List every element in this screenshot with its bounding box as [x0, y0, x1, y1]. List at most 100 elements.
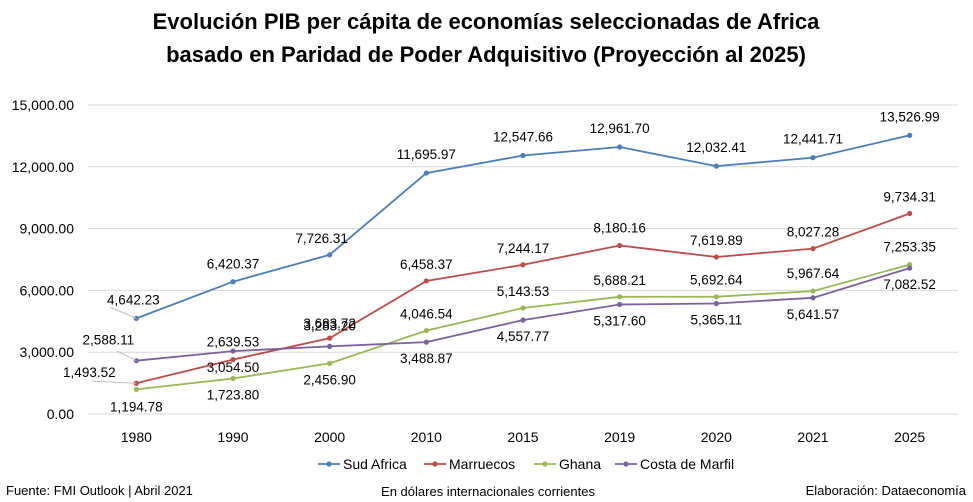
data-label: 3,054.50: [207, 360, 260, 375]
data-label: 7,253.35: [883, 240, 936, 255]
data-label: 11,695.97: [397, 147, 456, 162]
data-label: 5,365.11: [691, 312, 743, 327]
data-label: 1,194.78: [110, 399, 163, 414]
y-tick-label: 9,000.00: [20, 221, 75, 237]
data-label: 5,692.64: [690, 273, 743, 288]
chart-subtitle: basado en Paridad de Poder Adquisitivo (…: [166, 42, 806, 67]
data-label: 5,317.60: [593, 313, 646, 328]
data-point: [713, 300, 719, 307]
legend-marker: [542, 461, 548, 467]
label-leader-line: [116, 350, 137, 362]
data-point: [617, 242, 623, 249]
data-point: [907, 265, 913, 271]
legend-marker: [326, 461, 332, 467]
source-note: Fuente: FMI Outlook | Abril 2021: [6, 483, 193, 498]
y-tick-label: 6,000.00: [20, 282, 75, 298]
data-point: [230, 279, 236, 285]
data-label: 12,961.70: [590, 121, 650, 136]
data-point: [520, 262, 526, 268]
data-point: [617, 301, 623, 308]
data-point: [810, 295, 816, 301]
data-label: 12,441.71: [783, 132, 843, 147]
y-tick-label: 0.00: [47, 406, 74, 422]
data-point: [810, 155, 816, 161]
data-point: [423, 339, 429, 345]
series-lines: [133, 132, 913, 392]
x-tick-label: 1980: [121, 429, 152, 445]
data-point: [423, 170, 429, 176]
data-label: 4,557.77: [497, 329, 550, 344]
data-point: [520, 152, 526, 159]
data-point: [810, 288, 816, 294]
y-tick-label: 15,000.00: [12, 97, 74, 113]
data-label: 13,526.99: [880, 109, 940, 124]
data-point: [133, 386, 139, 392]
legend-marker: [623, 461, 629, 467]
x-tick-label: 2015: [507, 429, 538, 445]
data-label: 6,420.37: [207, 257, 260, 272]
data-point: [327, 335, 333, 341]
data-point: [327, 360, 333, 366]
label-leader-line: [92, 380, 137, 384]
data-label: 5,967.64: [787, 266, 840, 281]
x-tick-label: 2021: [797, 429, 828, 445]
data-label: 7,726.31: [295, 231, 348, 246]
data-point: [713, 254, 719, 260]
legend-label: Costa de Marfil: [640, 456, 734, 472]
data-point: [327, 252, 333, 258]
data-point: [327, 343, 333, 349]
data-label: 2,456.90: [303, 372, 356, 387]
y-tick-label: 12,000.00: [12, 159, 74, 175]
data-point: [907, 210, 913, 217]
data-label: 5,641.57: [787, 307, 840, 322]
y-tick-label: 3,000.00: [20, 344, 75, 360]
legend-marker: [432, 461, 438, 467]
data-label: 7,619.89: [690, 233, 743, 248]
data-point: [617, 294, 623, 300]
credit-note: Elaboración: Dataeconomía: [806, 483, 967, 498]
legend: Sud Africa Marruecos Ghana Costa de Marfil: [318, 456, 734, 472]
legend-label: Sud Africa: [343, 456, 407, 472]
data-label: 7,082.52: [883, 277, 936, 292]
data-label: 5,688.21: [593, 273, 646, 288]
chart-title: Evolución PIB per cápita de economías se…: [153, 9, 821, 34]
data-point: [230, 357, 236, 363]
data-label: 5,143.53: [497, 284, 550, 299]
data-point: [713, 294, 719, 300]
data-point: [423, 328, 429, 334]
data-label: 1,723.80: [207, 387, 260, 402]
data-label: 4,642.23: [107, 292, 160, 307]
units-note: En dólares internacionales corrientes: [381, 484, 595, 499]
x-axis-ticks: 1980 1990 2000 2010 2015 2019 2020 2021 2025: [121, 429, 926, 445]
data-label: 1,493.52: [63, 365, 116, 380]
data-point: [230, 348, 236, 354]
data-point: [617, 144, 623, 150]
x-tick-label: 2020: [701, 429, 732, 445]
x-tick-label: 2019: [604, 429, 635, 445]
y-axis-ticks: 0.00 3,000.00 6,000.00 9,000.00 12,000.00 15,…: [12, 97, 75, 422]
data-label: 12,547.66: [493, 130, 553, 145]
data-point: [520, 317, 526, 323]
data-label: 3,283.20: [303, 318, 356, 333]
x-tick-label: 2010: [411, 429, 442, 445]
data-label: 2,639.53: [207, 335, 260, 350]
legend-label: Ghana: [559, 456, 601, 472]
legend-label: Marruecos: [449, 456, 515, 472]
x-tick-label: 2025: [894, 429, 925, 445]
data-label: 9,734.31: [883, 189, 936, 204]
data-labels: 4,642.23 6,420.37 7,726.31 11,695.97 12,547.…: [63, 109, 940, 414]
data-label: 2,588.11: [83, 333, 135, 348]
data-point: [520, 305, 526, 311]
data-label: 3,683.72: [303, 316, 356, 331]
data-point: [713, 163, 719, 169]
data-point: [230, 375, 236, 382]
data-label: 8,180.16: [593, 220, 646, 235]
data-label: 12,032.41: [686, 140, 746, 155]
data-point: [810, 246, 816, 252]
data-label: 7,244.17: [497, 241, 550, 256]
x-tick-label: 1990: [217, 429, 248, 445]
data-label: 3,488.87: [400, 351, 453, 366]
data-label: 6,458.37: [400, 257, 453, 272]
